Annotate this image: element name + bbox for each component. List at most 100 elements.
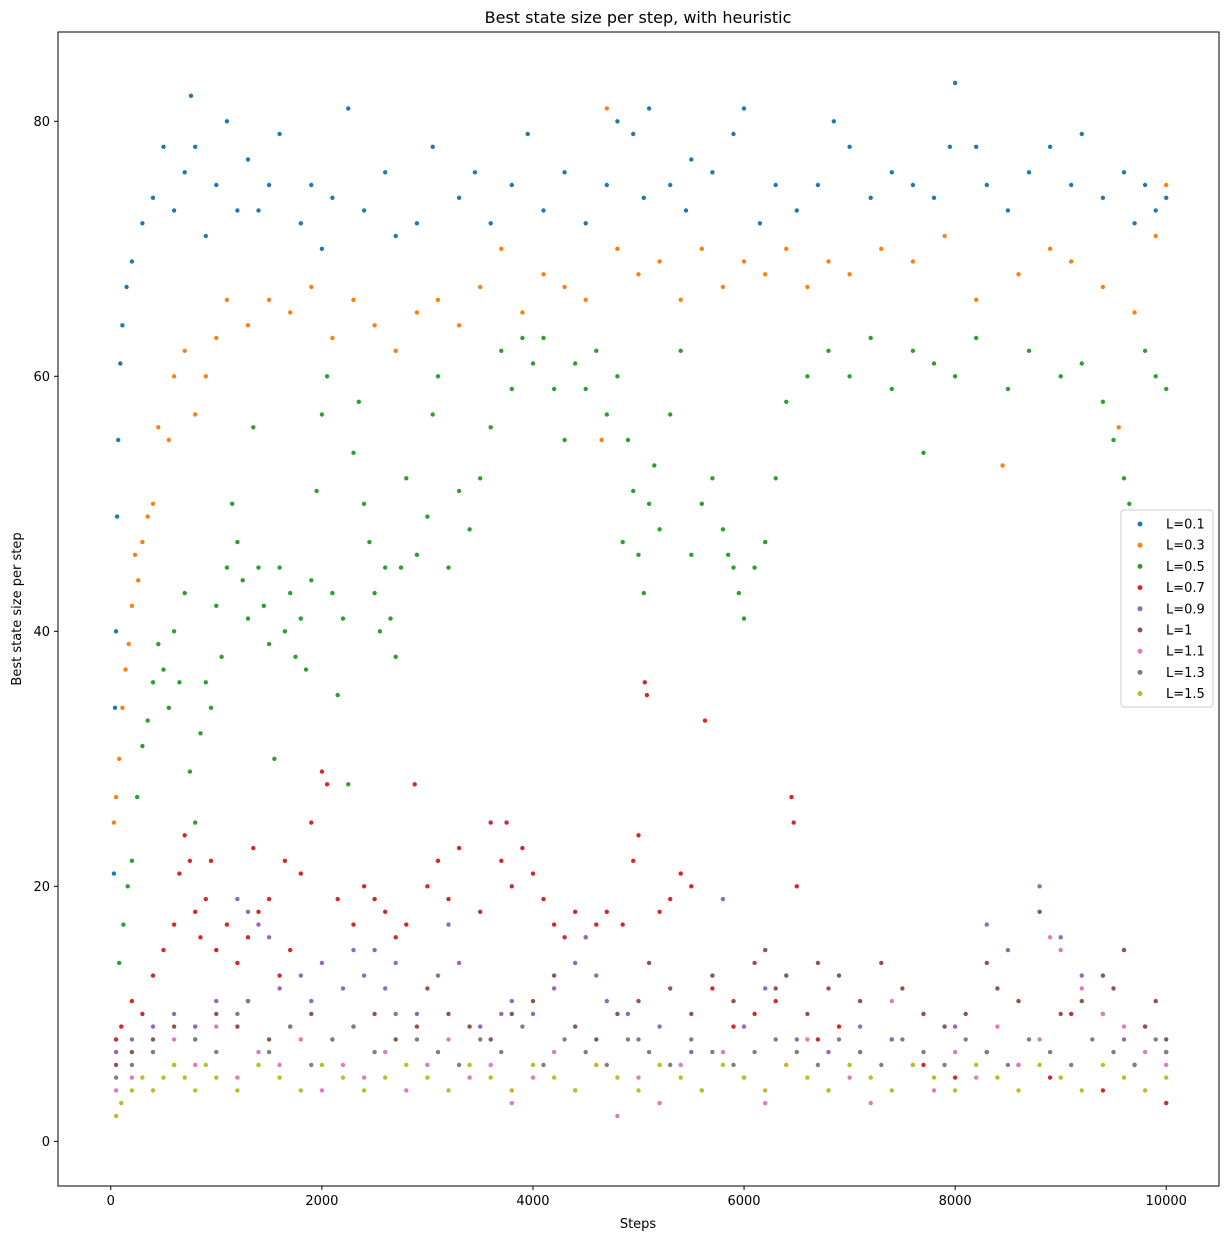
data-point [1079, 131, 1085, 137]
data-point [393, 1037, 398, 1042]
data-point [346, 106, 351, 111]
data-point [208, 858, 214, 863]
data-point [129, 1088, 135, 1093]
data-point [551, 986, 557, 991]
data-point [636, 1088, 641, 1093]
data-point [235, 208, 240, 213]
data-point [879, 960, 884, 966]
data-point [150, 680, 156, 685]
data-point [847, 374, 852, 379]
data-point [193, 412, 198, 417]
data-point [121, 922, 126, 927]
data-point [551, 1049, 557, 1055]
data-point [668, 896, 673, 902]
data-point [636, 1037, 641, 1042]
data-point [910, 259, 916, 264]
data-point [631, 488, 636, 494]
data-point [145, 718, 150, 723]
data-point [952, 374, 958, 379]
legend-label: L=1.5 [1166, 687, 1205, 702]
data-point [984, 1049, 989, 1055]
data-point [266, 1049, 272, 1055]
data-point [1142, 182, 1148, 188]
data-point [836, 1037, 842, 1042]
data-point [847, 272, 852, 277]
data-point [499, 1049, 504, 1055]
data-point [456, 323, 462, 328]
data-point [530, 1062, 536, 1068]
data-point [678, 1075, 683, 1080]
data-point [620, 539, 625, 545]
data-point [1069, 182, 1074, 188]
data-point [889, 170, 894, 175]
data-point [393, 654, 398, 659]
data-point [456, 195, 462, 200]
data-point [111, 871, 117, 876]
legend-label: L=1.1 [1166, 645, 1205, 660]
data-point [208, 705, 214, 710]
data-point [298, 616, 303, 621]
data-point [388, 616, 393, 621]
data-point [720, 1049, 726, 1055]
legend-label: L=1.3 [1166, 666, 1205, 681]
data-point [530, 1075, 536, 1080]
data-point [129, 1049, 135, 1055]
data-point [509, 1100, 514, 1106]
data-point [562, 1037, 567, 1042]
data-point [868, 195, 873, 200]
data-point [230, 501, 235, 506]
data-point [467, 1024, 472, 1029]
data-point [1121, 170, 1127, 175]
data-point [383, 1049, 388, 1055]
data-point [573, 1088, 578, 1093]
data-point [763, 1100, 768, 1106]
data-point [741, 259, 747, 264]
data-point [256, 1062, 261, 1068]
data-point [214, 182, 219, 188]
data-point [309, 820, 314, 825]
data-point [583, 221, 588, 226]
data-point [1164, 195, 1169, 200]
data-point [952, 80, 958, 86]
data-point [145, 514, 150, 519]
data-point [166, 437, 171, 443]
data-point [583, 297, 588, 302]
data-point [509, 884, 514, 889]
data-point [277, 973, 282, 978]
data-point [319, 1062, 325, 1068]
data-point [657, 1062, 662, 1068]
data-point [478, 284, 483, 290]
data-point [111, 820, 117, 825]
data-point [599, 437, 604, 443]
data-point [198, 731, 203, 736]
data-point [446, 1011, 451, 1017]
data-point [120, 323, 125, 328]
data-point [177, 871, 182, 876]
data-point [113, 1075, 119, 1080]
data-point [140, 1011, 145, 1017]
data-point [794, 1037, 799, 1042]
data-point [1164, 1100, 1169, 1106]
data-point [132, 552, 138, 557]
data-point [784, 973, 789, 978]
data-point [636, 1075, 641, 1080]
data-point [288, 590, 293, 596]
legend: L=0.1 L=0.3 L=0.5 L=0.7 L=0.9 L=1 L=1.1 L=1.3 L=… [1120, 509, 1214, 708]
data-point [303, 667, 309, 672]
data-point [214, 335, 219, 341]
data-point [446, 1037, 451, 1042]
data-point [298, 1088, 303, 1093]
data-point [140, 539, 145, 545]
data-point [150, 195, 156, 200]
data-point [245, 935, 251, 940]
data-point [166, 705, 171, 710]
data-point [815, 1062, 821, 1068]
data-point [361, 208, 367, 213]
data-point [794, 208, 799, 213]
data-point [193, 1024, 198, 1029]
data-point [773, 1037, 778, 1042]
data-point [1132, 310, 1137, 315]
data-point [615, 1011, 620, 1017]
data-point [731, 131, 736, 137]
data-point [1132, 1062, 1137, 1068]
